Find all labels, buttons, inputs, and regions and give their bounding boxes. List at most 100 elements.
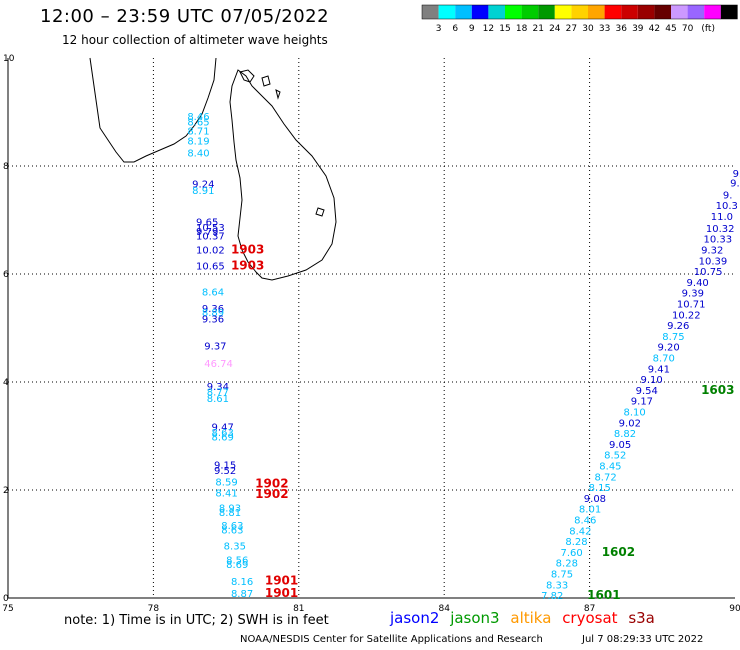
colorbar-swatch (637, 5, 655, 19)
satellite-jason2: jason2 (390, 609, 440, 627)
wave-height-value: 9.37 (204, 342, 226, 353)
wave-height-value: 8.69 (212, 432, 234, 443)
observation-values: 8.468.658.718.198.409.248.919.6510.539.7… (187, 112, 740, 602)
pass-time-label: 1901 (265, 586, 298, 600)
wave-height-value: 9.17 (631, 397, 653, 408)
wave-height-value: 8.16 (231, 577, 253, 588)
colorbar-label: 6 (452, 24, 458, 34)
wave-height-value: 9.24 (192, 180, 214, 191)
colorbar-swatch (704, 5, 721, 19)
wave-height-value: 9.15 (214, 460, 236, 471)
wave-height-value: 7.82 (541, 591, 563, 602)
wave-height-value: 8.81 (219, 508, 241, 519)
wave-height-value: 9.41 (648, 364, 670, 375)
wave-height-value: 9. (730, 179, 740, 190)
wave-height-value: 8.42 (569, 526, 591, 537)
pass-time-label: 1902 (255, 487, 288, 501)
wave-height-value: 8.63 (221, 521, 243, 532)
pass-time-label: 1903 (231, 242, 264, 256)
wave-height-value: 9.52 (214, 466, 236, 477)
wave-height-value: 10.37 (196, 231, 225, 242)
wave-height-value: 8.93 (219, 504, 241, 515)
wave-height-value: 10.71 (677, 299, 706, 310)
wave-height-value: 8.46 (574, 515, 596, 526)
wave-height-value: 8.01 (579, 505, 601, 516)
wave-height-value: 8.75 (551, 569, 573, 580)
map-subtitle: 12 hour collection of altimeter wave hei… (62, 33, 328, 47)
y-tick-label: 2 (3, 486, 9, 496)
colorbar-label: 27 (566, 24, 577, 34)
wave-height-value: 10.02 (196, 245, 225, 256)
wave-height-value: 10.22 (672, 310, 701, 321)
colorbar-swatch (471, 5, 489, 19)
colorbar-swatch (521, 5, 539, 19)
lat-lon-grid: 75 78 81 84 87 90 0 2 4 6 8 10 (2, 54, 740, 614)
wave-height-value: 8.40 (187, 148, 209, 159)
wave-height-value: 8.46 (187, 112, 209, 123)
colorbar-swatch (488, 5, 505, 19)
wave-height-value: 8.72 (594, 472, 616, 483)
pass-time-label: 1603 (701, 383, 734, 397)
x-tick-label: 84 (438, 604, 450, 614)
satellite-s3a: s3a (628, 609, 655, 627)
colorbar-label: 21 (532, 24, 543, 34)
wave-height-value: 8.28 (556, 559, 578, 570)
y-tick-label: 10 (3, 54, 15, 64)
wave-height-value: 8.28 (565, 537, 587, 548)
wave-height-value: 8.89 (202, 308, 224, 319)
wave-height-value: 8.33 (546, 580, 568, 591)
x-tick-label: 75 (2, 604, 13, 614)
wave-height-value: 10.3 (716, 201, 738, 212)
colorbar-swatch (538, 5, 555, 19)
wave-height-value: 8.70 (653, 353, 675, 364)
colorbar-swatch (438, 5, 456, 19)
wave-height-value: 9.10 (640, 375, 662, 386)
wave-height-value: 8.87 (231, 589, 253, 600)
colorbar-label: 30 (582, 24, 594, 34)
colorbar-label: 39 (632, 24, 644, 34)
coastline (89, 57, 337, 281)
wave-height-value: 9.26 (667, 321, 689, 332)
wave-height-value: 8.65 (187, 118, 209, 129)
wave-height-value: 8.59 (215, 478, 237, 489)
wave-height-value: 8.64 (202, 288, 224, 299)
colorbar-swatch (505, 5, 522, 19)
wave-height-value: 9.02 (619, 418, 641, 429)
wave-height-value: 46.74 (204, 359, 233, 370)
wave-height-value: 9.36 (202, 315, 224, 326)
map-title: 12:00 – 23:59 UTC 07/05/2022 (40, 6, 330, 27)
colorbar-label: 36 (615, 24, 627, 34)
y-tick-label: 0 (3, 594, 9, 604)
wave-height-value: 8.61 (207, 394, 229, 405)
y-tick-label: 6 (3, 270, 9, 280)
color-scale-legend: 3 6 9 12 15 18 21 24 27 30 33 36 39 42 45 70 (ft) (421, 4, 738, 34)
colorbar-swatch (720, 5, 738, 19)
colorbar-label: 3 (436, 24, 442, 34)
wave-height-value: 9.39 (682, 289, 704, 300)
wave-height-value: 8.52 (604, 451, 626, 462)
wave-height-value: 8.63 (212, 428, 234, 439)
x-tick-label: 81 (293, 604, 304, 614)
wave-height-value: 8.15 (589, 483, 611, 494)
colorbar-swatch (671, 5, 688, 19)
wave-height-value: 10.39 (699, 256, 728, 267)
wave-height-value: 10.32 (706, 224, 735, 235)
colorbar-label: (ft) (701, 24, 715, 34)
colorbar-label: 12 (483, 24, 494, 34)
pass-time-label: 1602 (602, 545, 635, 559)
wave-height-value: 9.40 (687, 278, 709, 289)
wave-height-value: 8.56 (226, 555, 248, 566)
wave-height-value: 9. (733, 169, 740, 180)
wave-height-value: 9.08 (584, 494, 606, 505)
colorbar-swatch (654, 5, 671, 19)
colorbar-swatch (455, 5, 472, 19)
y-tick-label: 4 (3, 378, 9, 388)
wave-height-value: 9.54 (636, 386, 658, 397)
colorbar-label: 18 (516, 24, 528, 34)
wave-height-value: 8.41 (215, 488, 237, 499)
colorbar-swatch (604, 5, 622, 19)
wave-height-value: 8.19 (187, 136, 209, 147)
wave-height-value: 9.47 (212, 423, 234, 434)
